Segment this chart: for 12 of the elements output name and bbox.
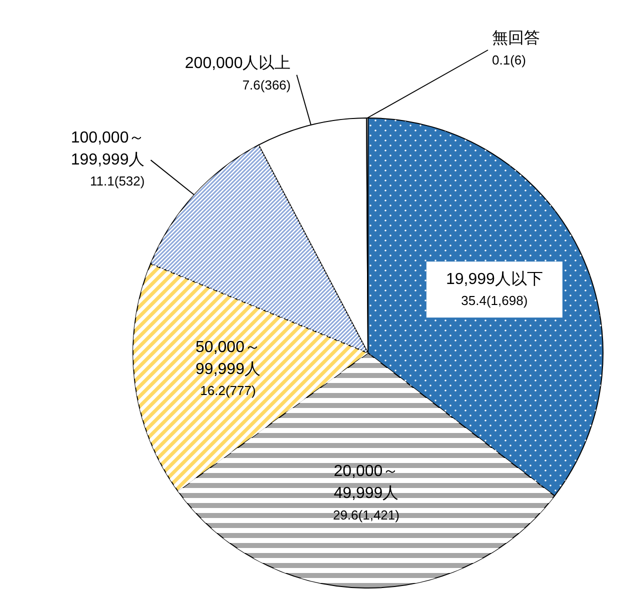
- data-label: 7.6(366): [242, 77, 291, 92]
- data-label: 11.1(532): [90, 173, 145, 188]
- slice-label: 20,000～49,999人: [334, 463, 399, 502]
- data-label: 0.1(6): [492, 52, 526, 68]
- slice-label: 19,999人以下: [446, 270, 543, 288]
- slice-label: 200,000人以上: [184, 54, 291, 72]
- data-label: 35.4(1,698): [461, 293, 528, 308]
- slice-label: 100,000～199,999人: [70, 129, 145, 168]
- data-label: 29.6(1,421): [332, 507, 400, 522]
- data-label: 16.2(777): [200, 383, 256, 398]
- slice-label: 無回答: [492, 30, 540, 48]
- slice-label: 50,000～99,999人: [196, 339, 260, 378]
